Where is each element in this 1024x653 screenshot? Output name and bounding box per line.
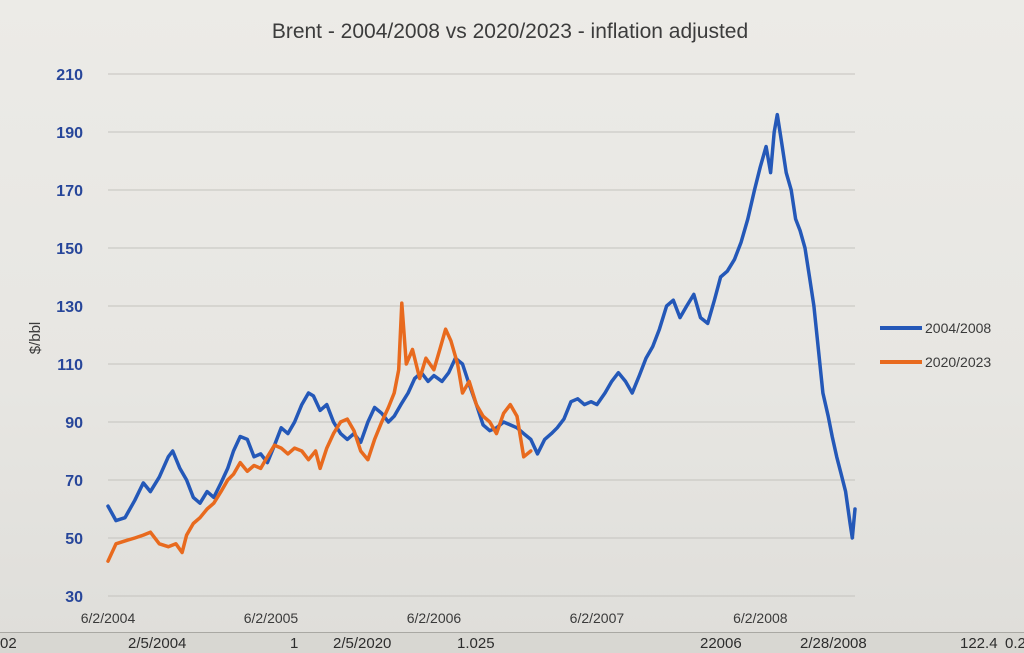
legend-entry: 2004/2008	[925, 320, 991, 336]
y-tick-label: 110	[57, 357, 83, 374]
spreadsheet-strip: 02 2/5/2004 1 2/5/2020 1.025 22006 2/28/2008 12…	[0, 632, 1024, 653]
y-tick-label: 190	[56, 125, 83, 142]
legend-entry: 2020/2023	[925, 354, 991, 370]
y-tick-label: 50	[65, 531, 83, 548]
y-tick-label: 90	[65, 415, 83, 432]
series-line	[106, 112, 857, 540]
y-tick-label: 130	[56, 299, 83, 316]
x-tick-label: 6/2/2008	[733, 610, 788, 626]
strip-cell: 122.4	[960, 635, 998, 652]
strip-cell: 22006	[700, 635, 742, 652]
y-tick-label: 150	[56, 241, 83, 258]
strip-cell: 2/28/2008	[800, 635, 867, 652]
y-tick-label: 210	[56, 67, 83, 84]
y-axis-label: $/bbl	[27, 322, 44, 355]
strip-cell: 02	[0, 635, 17, 652]
y-tick-label: 170	[56, 183, 83, 200]
y-tick-label: 30	[65, 589, 83, 606]
series-line	[106, 301, 533, 563]
x-tick-label: 6/2/2005	[244, 610, 299, 626]
chart-title: Brent - 2004/2008 vs 2020/2023 - inflati…	[272, 20, 748, 43]
x-tick-label: 6/2/2007	[570, 610, 625, 626]
y-tick-label: 70	[65, 473, 83, 490]
strip-cell: 1.025	[457, 635, 495, 652]
x-tick-label: 6/2/2004	[81, 610, 136, 626]
strip-cell: 0.2	[1005, 635, 1024, 652]
strip-cell: 1	[290, 635, 299, 652]
x-tick-label: 6/2/2006	[407, 610, 462, 626]
strip-cell: 2/5/2020	[333, 635, 392, 652]
strip-cell: 2/5/2004	[128, 635, 187, 652]
